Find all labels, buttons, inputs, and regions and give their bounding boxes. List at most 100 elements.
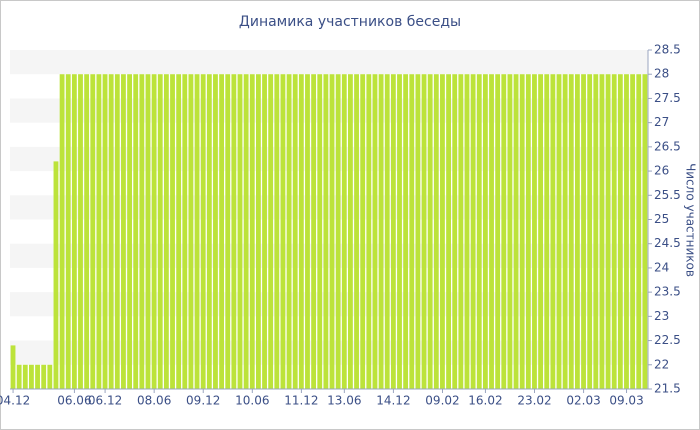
bar <box>556 74 562 389</box>
bar <box>470 74 476 389</box>
bar <box>433 74 439 389</box>
bar <box>427 74 433 389</box>
bar <box>519 74 525 389</box>
grid-band <box>10 50 648 75</box>
bar <box>59 74 65 389</box>
bar <box>611 74 617 389</box>
y-tick-label: 24.5 <box>654 236 681 250</box>
bar <box>507 74 513 389</box>
bar <box>139 74 145 389</box>
bar <box>71 74 77 389</box>
x-tick-label: 14.12 <box>376 394 410 408</box>
bar <box>636 74 642 389</box>
x-tick-label: 13.06 <box>327 394 361 408</box>
bar <box>163 74 169 389</box>
y-tick-label: 27 <box>654 115 669 129</box>
bar <box>237 74 243 389</box>
bar <box>495 74 501 389</box>
bar <box>47 364 53 389</box>
bar <box>390 74 396 389</box>
bar <box>599 74 605 389</box>
x-tick-label: 02.03 <box>566 394 600 408</box>
bar <box>397 74 402 389</box>
bar <box>231 74 237 389</box>
bar <box>170 74 175 389</box>
bar <box>317 74 323 389</box>
y-tick-label: 28.5 <box>654 43 681 57</box>
y-tick-label: 23 <box>654 309 669 323</box>
bar <box>213 74 218 389</box>
bar <box>421 74 427 389</box>
bar <box>525 74 531 389</box>
y-tick-label: 22.5 <box>654 333 681 347</box>
bar <box>476 74 482 389</box>
y-axis-label: Число участников <box>684 163 698 277</box>
bar <box>323 74 329 389</box>
bar <box>108 74 114 389</box>
bar <box>157 74 163 389</box>
bar <box>280 74 286 389</box>
bar <box>151 74 157 389</box>
bar <box>354 74 359 389</box>
bar <box>22 364 28 389</box>
x-tick-label: 09.02 <box>425 394 459 408</box>
bar <box>581 74 586 389</box>
bar <box>593 74 599 389</box>
bar <box>617 74 623 389</box>
bar <box>538 74 544 389</box>
bar <box>121 74 126 389</box>
bar <box>311 74 317 389</box>
bar <box>513 74 519 389</box>
y-tick-label: 26.5 <box>654 139 681 153</box>
bar <box>501 74 507 389</box>
bar <box>262 74 267 389</box>
bar <box>16 364 22 389</box>
y-tick-label: 25 <box>654 212 669 226</box>
bar <box>182 74 188 389</box>
bar <box>452 74 458 389</box>
bar <box>562 74 568 389</box>
y-tick-label: 28 <box>654 67 669 81</box>
y-tick-label: 22 <box>654 357 669 371</box>
bar <box>482 74 488 389</box>
y-tick-label: 27.5 <box>654 91 681 105</box>
bar <box>90 74 96 389</box>
bar <box>145 74 151 389</box>
bar <box>409 74 415 389</box>
y-tick-label: 25.5 <box>654 188 681 202</box>
bar <box>127 74 132 389</box>
bar <box>544 74 550 389</box>
bar <box>200 74 206 389</box>
x-tick-label: 08.06 <box>137 394 171 408</box>
bar <box>133 74 139 389</box>
x-tick-label: 16.02 <box>468 394 502 408</box>
bar <box>29 364 34 389</box>
bar <box>225 74 231 389</box>
bar <box>114 74 120 389</box>
bar <box>384 74 390 389</box>
bar <box>489 74 494 389</box>
bar <box>41 364 47 389</box>
bar <box>286 74 292 389</box>
bar <box>268 74 274 389</box>
y-tick-label: 24 <box>654 260 669 274</box>
bar <box>532 74 537 389</box>
bar <box>35 364 40 389</box>
x-tick-label: 06.06 <box>57 394 91 408</box>
x-tick-label: 06.12 <box>88 394 122 408</box>
bar <box>188 74 194 389</box>
bar <box>630 74 636 389</box>
y-tick-label: 21.5 <box>654 382 681 396</box>
bar <box>96 74 102 389</box>
bar <box>53 161 59 389</box>
bar <box>568 74 574 389</box>
y-tick-label: 26 <box>654 164 669 178</box>
bar <box>403 74 409 389</box>
bar <box>605 74 611 389</box>
bar <box>255 74 261 389</box>
bar <box>305 74 310 389</box>
bar <box>574 74 580 389</box>
bar <box>360 74 366 389</box>
